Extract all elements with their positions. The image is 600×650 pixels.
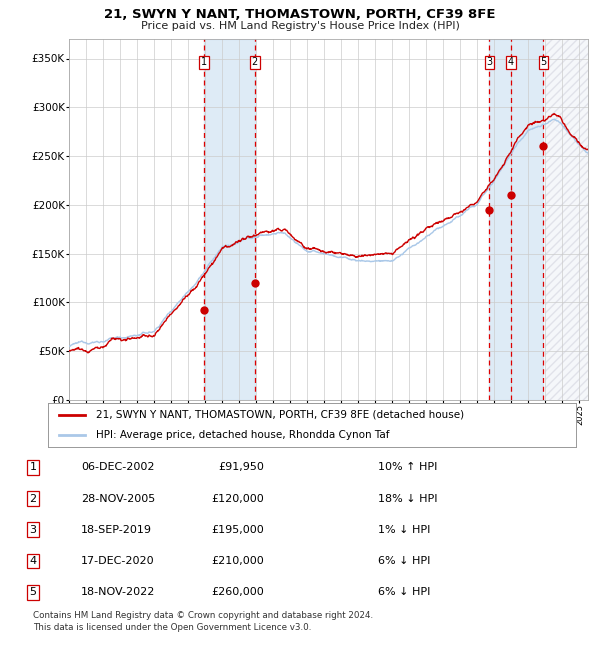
Bar (204, 39, 254, 400)
Text: 4: 4 (508, 57, 514, 68)
Text: 17-DEC-2020: 17-DEC-2020 (81, 556, 155, 566)
Text: 4: 4 (29, 556, 37, 566)
Text: 21, SWYN Y NANT, THOMASTOWN, PORTH, CF39 8FE: 21, SWYN Y NANT, THOMASTOWN, PORTH, CF39… (104, 8, 496, 21)
Text: £210,000: £210,000 (211, 556, 264, 566)
Text: 6% ↓ HPI: 6% ↓ HPI (378, 556, 430, 566)
Text: 18-SEP-2019: 18-SEP-2019 (81, 525, 152, 535)
Bar (490, 39, 544, 400)
Text: Price paid vs. HM Land Registry's House Price Index (HPI): Price paid vs. HM Land Registry's House … (140, 21, 460, 31)
Text: 5: 5 (29, 587, 37, 597)
Text: 1: 1 (201, 57, 207, 68)
Text: 10% ↑ HPI: 10% ↑ HPI (378, 462, 437, 473)
Polygon shape (545, 39, 588, 400)
Text: £260,000: £260,000 (211, 587, 264, 597)
Text: 1: 1 (29, 462, 37, 473)
Text: 28-NOV-2005: 28-NOV-2005 (81, 493, 155, 504)
Text: 3: 3 (29, 525, 37, 535)
Text: This data is licensed under the Open Government Licence v3.0.: This data is licensed under the Open Gov… (33, 623, 311, 632)
Text: 1% ↓ HPI: 1% ↓ HPI (378, 525, 430, 535)
Text: 3: 3 (487, 57, 493, 68)
Text: HPI: Average price, detached house, Rhondda Cynon Taf: HPI: Average price, detached house, Rhon… (95, 430, 389, 440)
Text: 06-DEC-2002: 06-DEC-2002 (81, 462, 155, 473)
Text: 6% ↓ HPI: 6% ↓ HPI (378, 587, 430, 597)
Text: 5: 5 (540, 57, 547, 68)
Text: Contains HM Land Registry data © Crown copyright and database right 2024.: Contains HM Land Registry data © Crown c… (33, 611, 373, 620)
Text: £91,950: £91,950 (218, 462, 264, 473)
Text: 21, SWYN Y NANT, THOMASTOWN, PORTH, CF39 8FE (detached house): 21, SWYN Y NANT, THOMASTOWN, PORTH, CF39… (95, 410, 464, 420)
Text: 2: 2 (29, 493, 37, 504)
Text: 18-NOV-2022: 18-NOV-2022 (81, 587, 155, 597)
Text: £195,000: £195,000 (211, 525, 264, 535)
Text: 18% ↓ HPI: 18% ↓ HPI (378, 493, 437, 504)
Text: 2: 2 (251, 57, 258, 68)
Text: £120,000: £120,000 (211, 493, 264, 504)
